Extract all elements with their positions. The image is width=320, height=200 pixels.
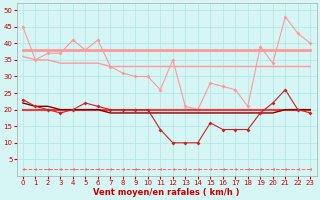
X-axis label: Vent moyen/en rafales ( km/h ): Vent moyen/en rafales ( km/h ) — [93, 188, 240, 197]
